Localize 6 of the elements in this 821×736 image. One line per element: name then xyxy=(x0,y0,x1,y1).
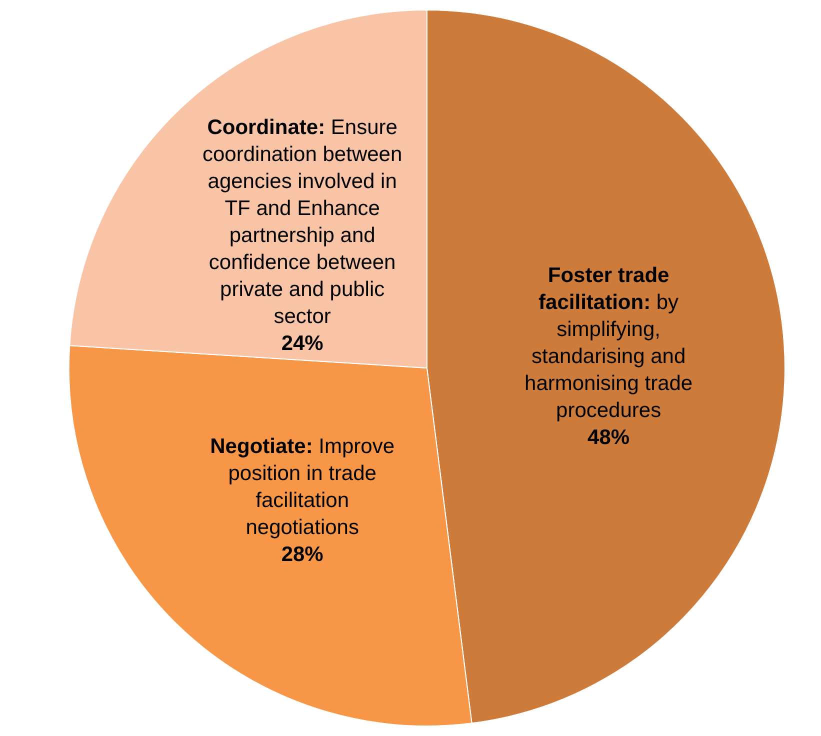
data-label: 48% xyxy=(588,426,630,450)
data-label: 28% xyxy=(281,543,324,566)
slice-label: Negotiate: Improve position in trade facilitation negotiations xyxy=(210,435,395,540)
slice-label: Foster trade facilitation: by simplifying, standarising and harmonising trade procedures xyxy=(524,264,693,422)
data-label: 24% xyxy=(281,332,324,355)
category-label: Coordinate: Ensure coordination between agencies involved in TF and Enhance partnership and confidence between private and public sector xyxy=(202,116,402,328)
